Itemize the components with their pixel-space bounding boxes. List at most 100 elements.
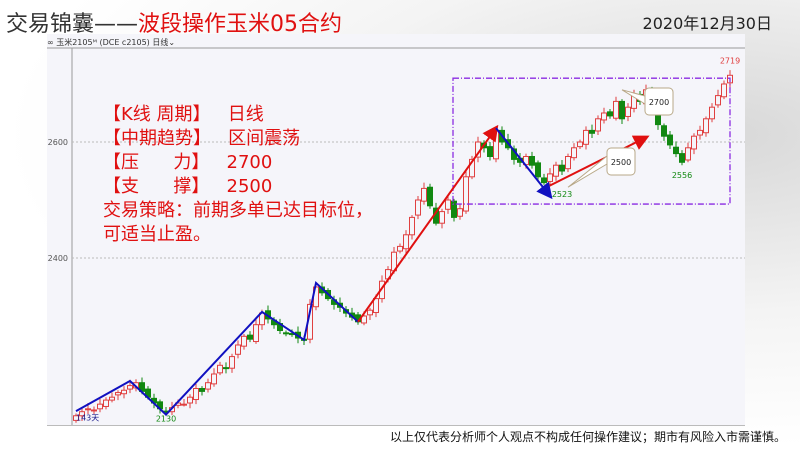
candle-up [235,344,241,355]
price-label: 2523 [552,190,572,199]
candle-up [127,385,133,390]
candle-down [667,134,673,146]
down-trend-line [75,281,359,417]
candle-down [589,129,595,134]
candle-down [223,367,229,370]
candle-up [229,356,235,369]
candle-up [565,156,571,170]
date: 2020年12月30日 [642,14,772,33]
candle-up [715,95,721,106]
candle-up [97,403,103,410]
candle-up [595,118,601,132]
candle-up [601,112,607,121]
candle-down [679,153,685,163]
candle-up [577,141,583,148]
price-label: 2719 [720,57,740,66]
candle-up [373,298,379,314]
candle-up [625,106,631,117]
candle-up [187,396,193,404]
candle-up [115,392,121,396]
candle-up [445,199,451,210]
candle-down [247,334,253,340]
note-line: 【K线 周期】 日线 [103,104,264,125]
callout-label: 2700 [649,98,669,107]
slide-title: 交易锦囊——波段操作玉米05合约 [6,6,342,38]
candle-up [685,147,691,161]
candle-up [109,396,115,401]
candle-up [439,211,445,224]
candle-up [553,164,559,177]
candle-up [85,408,91,411]
candle-down [535,162,541,178]
candle-down [451,200,457,218]
candle-up [571,147,577,159]
candle-up [709,106,715,120]
disclaimer: 以上仅代表分析师个人观点不构成任何操作建议；期市有风险入市需谨慎。 [389,430,786,444]
candle-up [463,176,469,212]
note-line: 【压 力】 2700 [103,152,273,173]
candle-up [583,129,589,145]
candle-down [529,156,535,166]
price-label: 2556 [672,171,692,180]
candle-up [397,245,403,252]
candle-down [283,332,289,335]
candle-down [487,146,493,157]
title-main: 波段操作玉米05合约 [138,12,343,37]
candle-up [691,135,697,150]
candle-up [193,388,199,401]
candle-up [409,216,415,236]
range-box [452,77,731,205]
callout-box [644,87,674,116]
candle-up [703,118,709,134]
callout-pointer [567,155,608,188]
down-trend-line [495,127,553,200]
callout-pointer [621,89,646,105]
candle-up [217,364,223,374]
candle-up [103,399,109,407]
candle-up [421,187,427,202]
candle-up [361,315,367,324]
candle-up [181,403,187,406]
chart-header: ∞ 玉米2105ᴹ (DCE c2105) 日线⌄ [47,38,176,47]
candle-up [613,100,619,119]
note-line: 【中期趋势】 区间震荡 [103,128,301,149]
candle-down [619,100,625,120]
candle-up [403,234,409,250]
candle-up [469,158,475,178]
candle-up [91,409,97,412]
price-label: 143天 [76,413,99,422]
note-line: 交易策略：前期多单已达目标位， [103,200,373,221]
candle-up [253,324,259,343]
candle-down [559,164,565,172]
y-tick-label: 2600 [48,138,68,147]
candle-up [415,199,421,216]
candle-up [211,373,217,385]
price-label: 2130 [156,415,176,424]
candle-up [241,335,247,347]
candle-up [73,415,79,421]
y-tick-label: 2400 [48,254,68,263]
candle-up [457,208,463,217]
analysis-note: 【K线 周期】 日线【中期趋势】 区间震荡 【压 力】 2700 【支 撑】 250… [103,103,373,247]
note-line: 可适当止盈。 [103,224,211,245]
candle-down [541,177,547,184]
candle-up [205,382,211,390]
candle-up [79,411,85,417]
up-trend-line [357,124,499,323]
candle-up [121,389,127,395]
candle-up [493,129,499,160]
candle-down [607,111,613,117]
callout-label: 2500 [611,158,631,167]
up-trend-line [549,135,650,187]
candle-down [427,186,433,207]
candle-down [673,146,679,155]
candle-up [547,173,553,182]
title-prefix: 交易锦囊—— [6,12,139,37]
candle-down [661,125,667,137]
chart-panel [47,34,745,426]
candle-up [367,309,373,316]
note-line: 【支 撑】 2500 [103,176,273,197]
candle-up [697,129,703,136]
candle-down [199,388,205,392]
